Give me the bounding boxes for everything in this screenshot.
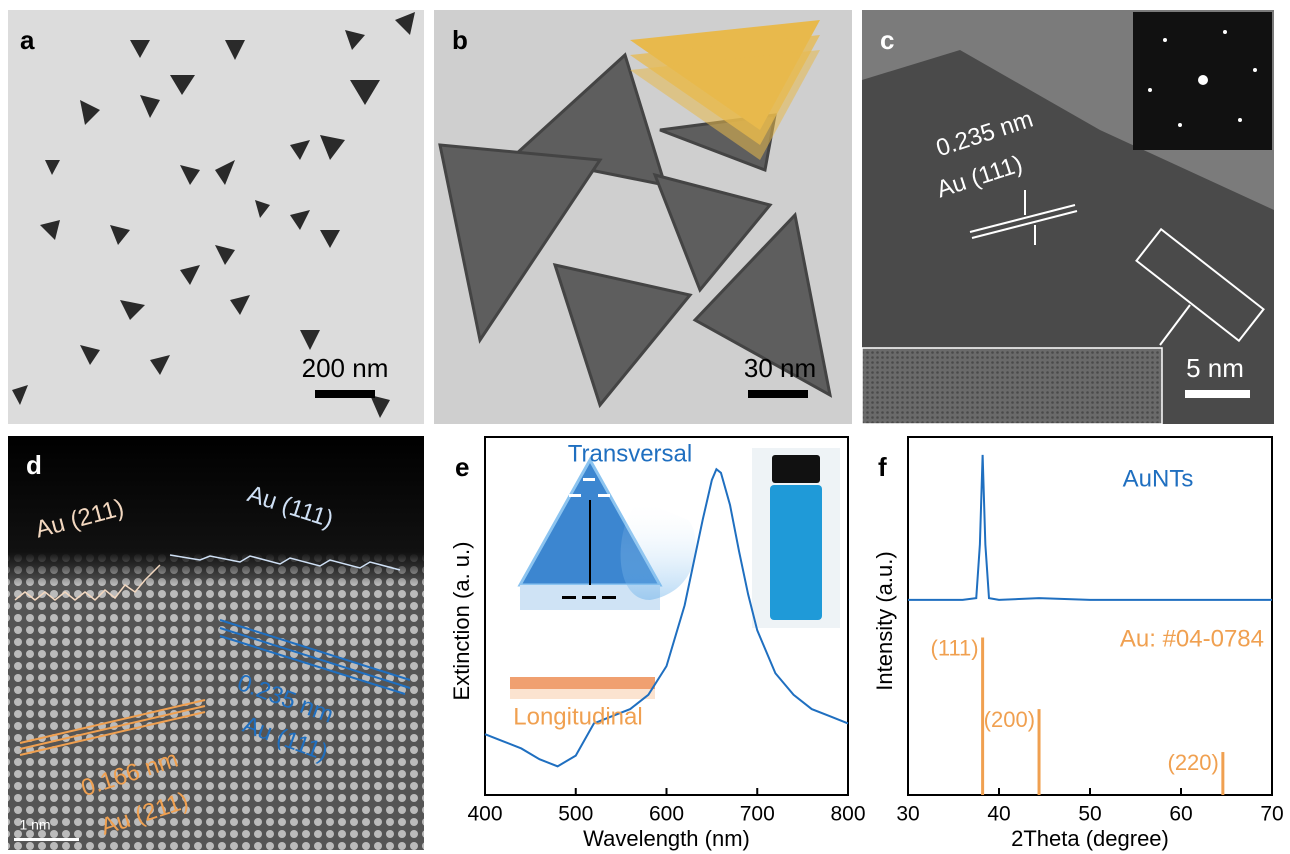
scale-bar-label: 30 nm (744, 353, 816, 383)
scale-bar (315, 390, 375, 398)
peak-label: (200) (984, 707, 1035, 732)
panel-label: d (26, 450, 42, 480)
x-tick-label: 30 (896, 803, 919, 826)
legend-label: AuNTs (1123, 465, 1194, 492)
panel-a: a 200 nm (8, 10, 424, 424)
scale-bar (1185, 390, 1250, 398)
x-axis-title: Wavelength (nm) (583, 826, 750, 851)
figure: a 200 nm b 30 nm 0.235 nm Au (111) c 5 n… (0, 0, 1290, 854)
peak-shade (621, 500, 696, 600)
x-tick-label: 400 (467, 803, 502, 826)
x-tick-label: 40 (987, 803, 1010, 826)
panel-label: a (20, 25, 35, 55)
vial-solution (770, 485, 822, 620)
peak-label: (220) (1168, 750, 1219, 775)
panel-label: e (455, 452, 469, 482)
panel-label: b (452, 25, 468, 55)
panel-d: Au (211) Au (111) 0.235 nm Au (111) 0.16… (8, 436, 424, 850)
slab-diagram (510, 677, 655, 689)
panel-e-decor (510, 448, 840, 699)
panel-b: b 30 nm (434, 10, 852, 424)
x-tick-label: 600 (649, 803, 684, 826)
scale-bar-label: 200 nm (302, 353, 389, 383)
slab-base (510, 689, 655, 699)
scale-bar-label: 5 nm (1186, 353, 1244, 383)
annotation: Transversal (568, 440, 692, 467)
x-tick-label: 50 (1078, 803, 1101, 826)
scale-bar-label: 1 nm (19, 817, 50, 833)
x-tick-label: 800 (830, 803, 865, 826)
panel-label: c (880, 25, 894, 55)
panel-c: 0.235 nm Au (111) c 5 nm (862, 10, 1274, 424)
xrd-line (908, 455, 1272, 600)
y-axis-title: Intensity (a.u.) (872, 551, 897, 690)
scale-bar (748, 390, 808, 398)
zoom-inset (862, 348, 1162, 424)
x-tick-label: 700 (740, 803, 775, 826)
vial-cap (772, 455, 820, 483)
annotation: Longitudinal (513, 703, 642, 730)
x-tick-label: 500 (558, 803, 593, 826)
minus-charges (562, 596, 616, 599)
vacuum (8, 436, 424, 850)
y-axis-title: Extinction (a. u.) (449, 542, 474, 701)
plot-frame (908, 437, 1272, 795)
peak-label: (111) (931, 635, 979, 660)
x-tick-label: 60 (1169, 803, 1192, 826)
scale-bar (14, 838, 79, 841)
page: a 200 nm b 30 nm 0.235 nm Au (111) c 5 n… (0, 0, 1290, 854)
x-axis-title: 2Theta (degree) (1011, 826, 1169, 851)
legend-label: Au: #04-0784 (1120, 625, 1264, 652)
panel-label: f (878, 452, 887, 482)
x-tick-label: 70 (1260, 803, 1283, 826)
